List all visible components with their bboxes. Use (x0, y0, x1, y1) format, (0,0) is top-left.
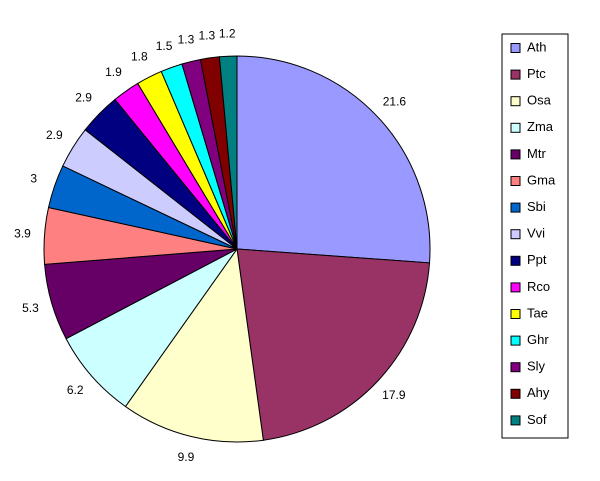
legend-label: Tae (527, 305, 548, 320)
data-label: 1.5 (156, 39, 173, 53)
data-label: 3 (30, 171, 37, 185)
legend-swatch (510, 202, 521, 213)
legend-swatch (510, 96, 521, 107)
legend-label: Sly (527, 359, 546, 374)
data-label: 21.6 (383, 95, 407, 109)
data-label: 1.3 (199, 28, 216, 42)
legend-swatch (510, 282, 521, 293)
legend: Ath Ptc Osa Zma Mtr Gma Sbi Vvi Ppt Rco Tae Ghr Sly A… (510, 39, 556, 427)
legend-label: Sbi (527, 199, 546, 214)
legend-label: Sof (527, 412, 547, 427)
pie-slice (218, 55, 238, 250)
legend-label: Osa (527, 93, 552, 108)
legend-swatch (510, 176, 521, 186)
data-label: 1.3 (178, 32, 195, 46)
legend-swatch (510, 255, 521, 266)
data-label: 9.9 (178, 450, 195, 464)
legend-label: Ghr (527, 332, 549, 347)
legend-swatch (510, 149, 521, 160)
legend-swatch (510, 335, 521, 346)
legend-swatch (510, 309, 521, 319)
legend-swatch (510, 388, 521, 399)
data-label: 5.3 (22, 301, 39, 315)
legend-label: Ath (527, 39, 547, 54)
legend-label: Zma (527, 119, 554, 134)
legend-swatch (510, 362, 521, 373)
pie-slice (236, 248, 431, 441)
data-label: 1.2 (219, 26, 236, 40)
legend-swatch (510, 415, 521, 426)
data-label: 2.9 (75, 91, 92, 105)
data-label: 2.9 (46, 128, 63, 142)
data-label: 1.9 (105, 65, 122, 79)
data-label: 17.9 (382, 388, 406, 402)
data-label: 1.8 (131, 50, 148, 64)
legend-label: Mtr (527, 146, 546, 161)
pie-slice (236, 55, 431, 264)
legend-swatch (510, 122, 521, 133)
legend-label: Ptc (527, 66, 546, 81)
data-label: 6.2 (67, 383, 84, 397)
pie-slice (124, 247, 264, 443)
legend-label: Ahy (527, 385, 550, 400)
legend-swatch (510, 69, 521, 80)
legend-label: Gma (527, 172, 556, 187)
legend-label: Rco (527, 279, 550, 294)
legend-label: Ppt (527, 252, 547, 267)
data-label: 3.9 (14, 226, 31, 240)
legend-swatch (510, 229, 521, 240)
legend-swatch (510, 43, 521, 53)
legend-label: Vvi (527, 226, 545, 241)
